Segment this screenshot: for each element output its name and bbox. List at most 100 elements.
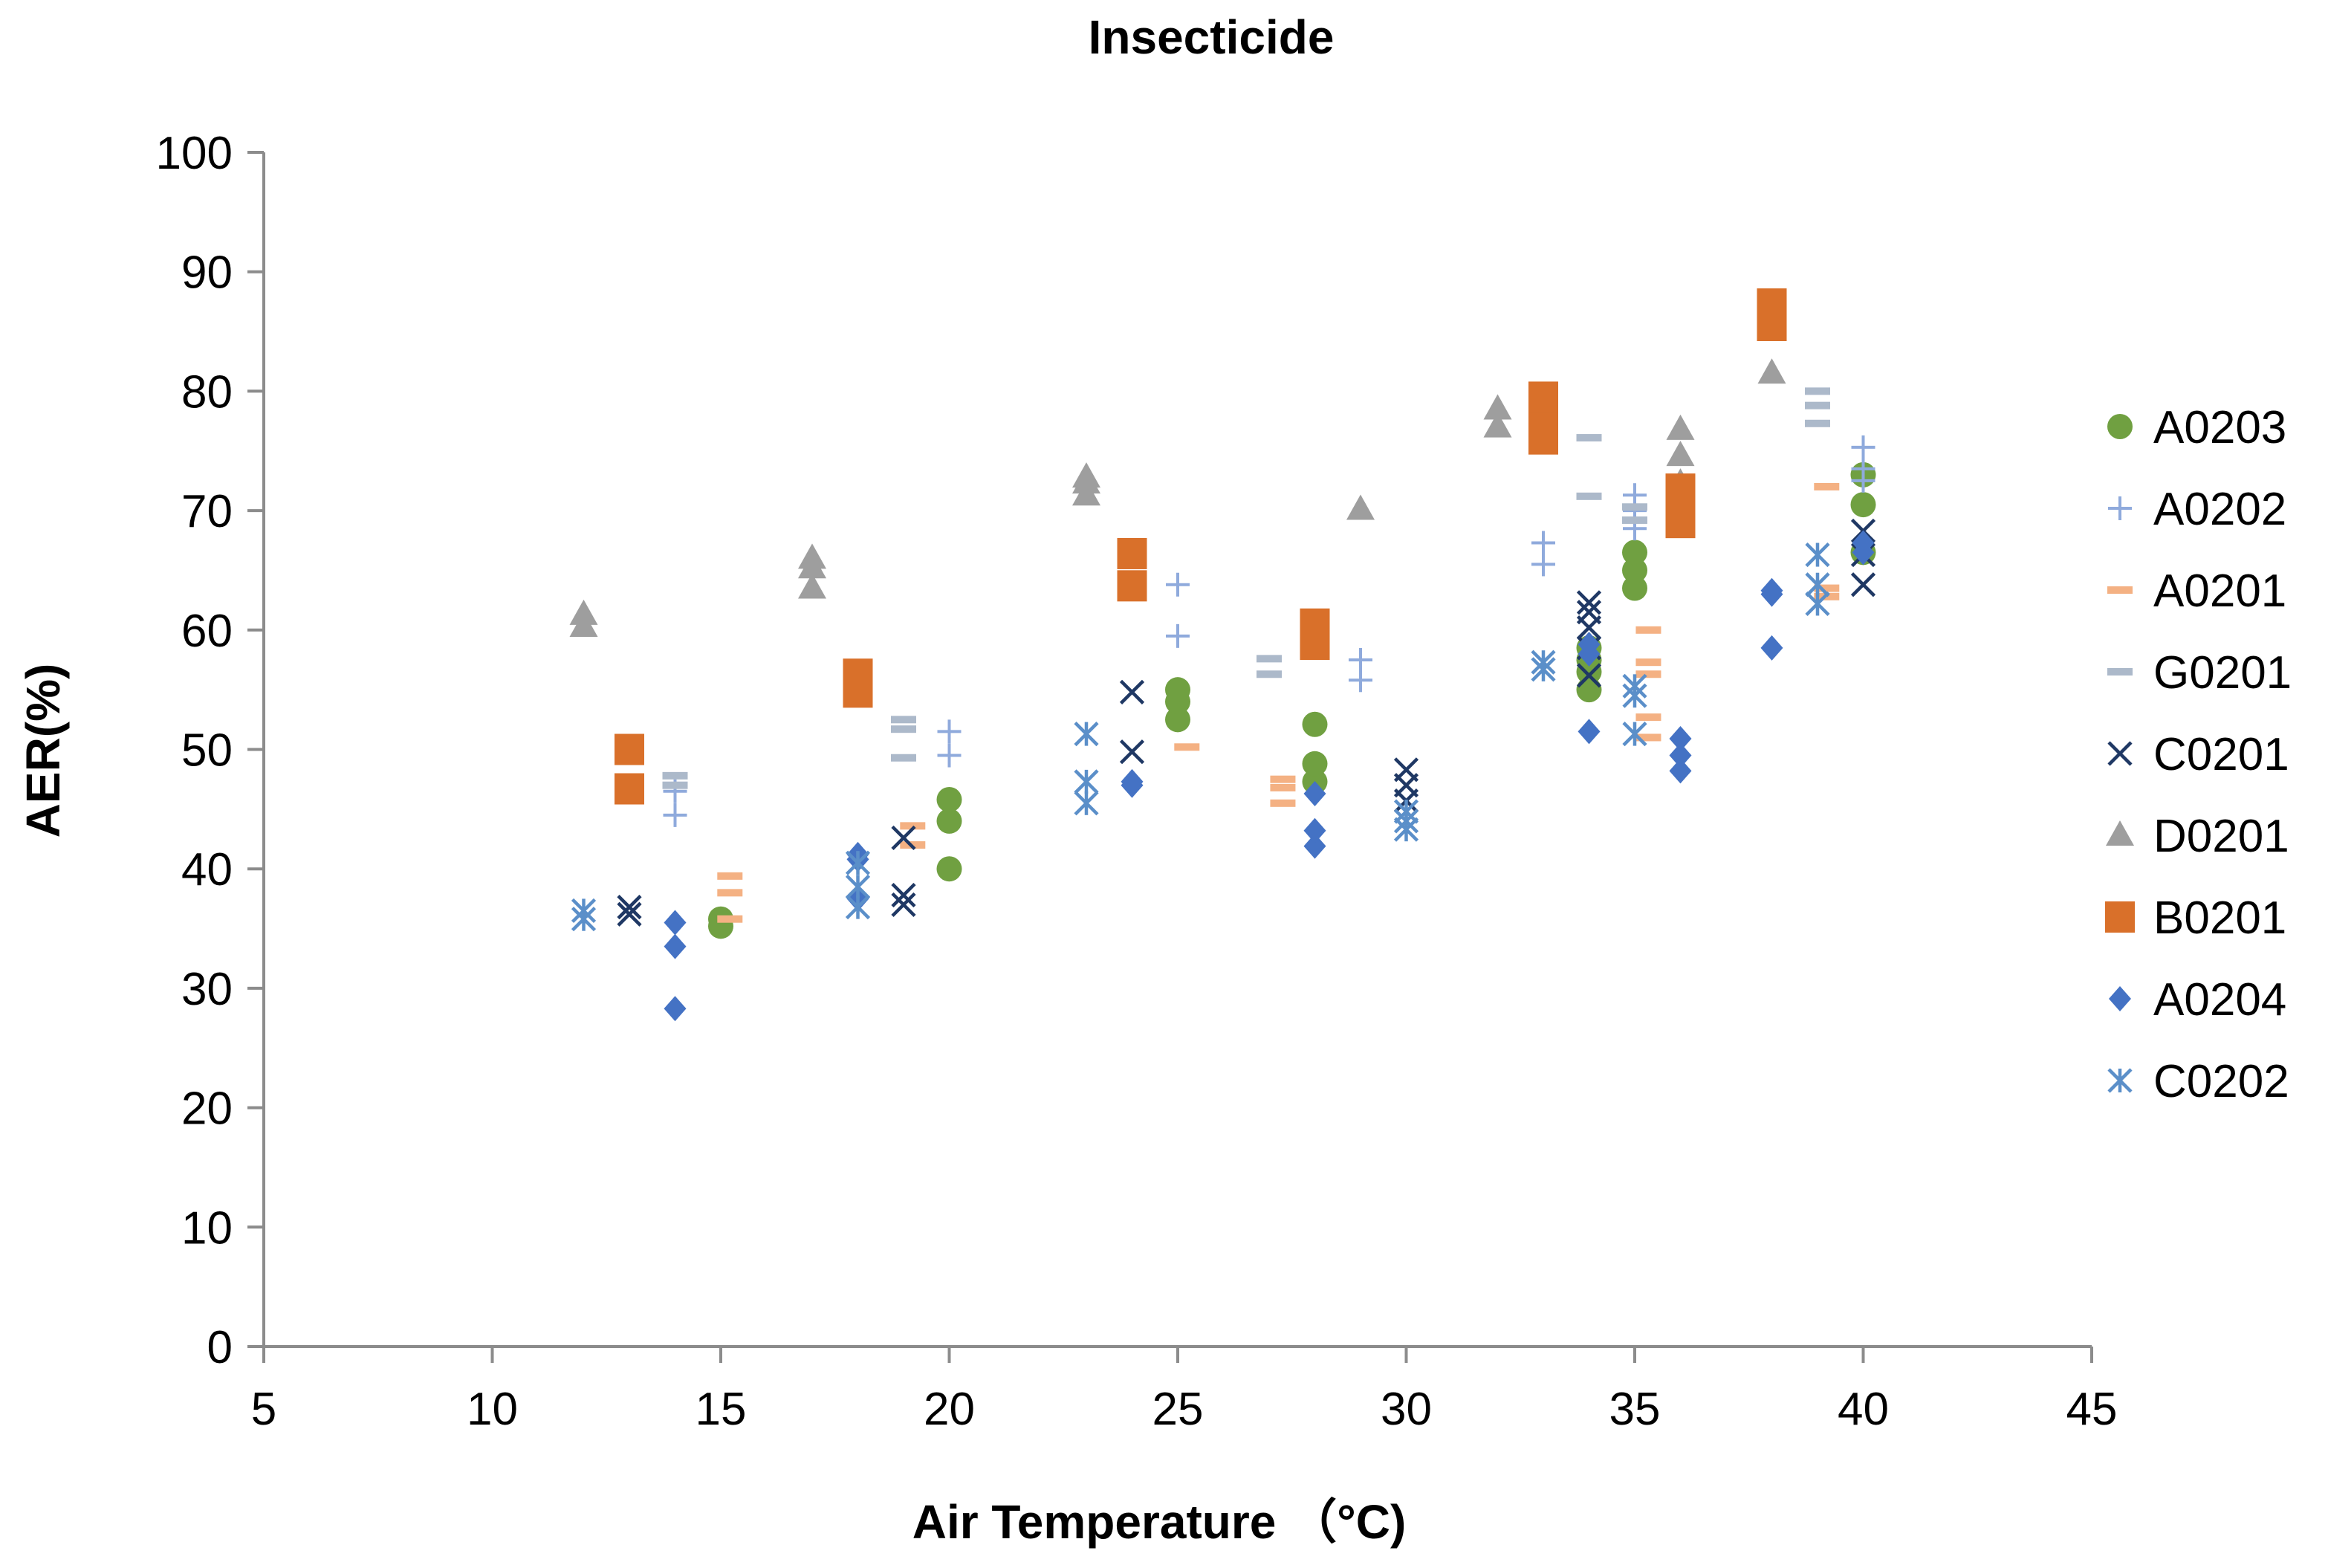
x-tick-label: 20 [924, 1384, 975, 1435]
data-point [1165, 707, 1190, 733]
data-point [900, 822, 926, 830]
data-point [1805, 401, 1830, 409]
y-tick-label: 30 [181, 964, 233, 1015]
series-A0201 [717, 482, 1840, 923]
data-point [1300, 608, 1330, 640]
y-tick-label: 0 [207, 1322, 233, 1373]
data-point [1760, 577, 1783, 603]
data-point [1622, 673, 1647, 699]
data-point [1623, 483, 1647, 508]
data-point [891, 754, 916, 762]
data-point [1578, 632, 1601, 658]
data-point [1117, 570, 1147, 602]
data-point [1117, 537, 1147, 569]
legend-label: A0204 [2153, 974, 2286, 1026]
data-point [891, 725, 916, 733]
data-point [663, 803, 687, 827]
legend-item: G0201 [2107, 647, 2292, 699]
data-point [1814, 584, 1840, 592]
data-point [1666, 441, 1695, 467]
x-tick-label: 40 [1838, 1384, 1889, 1435]
data-point [1302, 751, 1328, 777]
data-point [1393, 757, 1419, 783]
series-D0201 [569, 358, 1786, 637]
data-point [615, 773, 644, 805]
legend-marker [2107, 741, 2133, 766]
series-A0204 [664, 530, 1875, 1022]
data-point [891, 892, 916, 918]
data-point [936, 786, 962, 812]
data-point [891, 825, 916, 851]
x-tick-label: 10 [467, 1384, 518, 1435]
data-point [1622, 575, 1647, 601]
data-point [1852, 530, 1875, 556]
data-point [1814, 482, 1840, 490]
legend-label: A0202 [2153, 484, 2286, 535]
data-point [1576, 600, 1602, 625]
legend-marker [2106, 820, 2134, 846]
legend-item: A0202 [2108, 484, 2286, 535]
data-point [1851, 456, 1875, 481]
legend-label: C0201 [2153, 729, 2289, 780]
data-point [845, 874, 871, 899]
data-point [843, 658, 873, 690]
data-point [1346, 494, 1375, 520]
data-point [664, 910, 687, 936]
data-point [1622, 503, 1647, 511]
legend-item: B0201 [2105, 892, 2286, 944]
data-point [891, 882, 916, 908]
data-point [717, 889, 743, 897]
data-point [1270, 783, 1296, 791]
data-point [1635, 670, 1661, 678]
data-point [664, 933, 687, 959]
x-tick-label: 15 [696, 1384, 747, 1435]
data-point [617, 895, 642, 920]
legend-item: D0201 [2106, 811, 2289, 862]
y-tick-label: 90 [181, 247, 233, 299]
y-tick-label: 50 [181, 725, 233, 777]
x-tick-label: 35 [1609, 1384, 1661, 1435]
data-point [1576, 663, 1602, 688]
data-point [1666, 414, 1695, 440]
data-point [1635, 713, 1661, 722]
legend-label: D0201 [2153, 811, 2289, 862]
data-point [937, 719, 962, 744]
data-point [1302, 711, 1328, 737]
data-point [1805, 542, 1830, 568]
data-point [1805, 572, 1830, 597]
data-point [1483, 412, 1512, 438]
legend-marker [2107, 586, 2133, 594]
data-point [1174, 743, 1200, 751]
legend: A0203 A0202 A0201 G0201 C0201 D0201 B0201 A0204… [2105, 402, 2292, 1107]
data-point [1635, 626, 1661, 634]
data-point [1303, 817, 1326, 843]
data-point [1851, 435, 1875, 459]
data-point [936, 808, 962, 834]
y-axis-label: AER(%) [16, 664, 70, 838]
x-tick-label: 5 [251, 1384, 276, 1435]
series-G0201 [662, 387, 1830, 789]
legend-marker [2107, 414, 2133, 439]
data-point [1303, 833, 1326, 859]
data-point [1531, 649, 1556, 675]
data-point [1072, 462, 1100, 488]
legend-label: A0203 [2153, 402, 2286, 453]
data-point [1074, 722, 1099, 747]
data-point [1635, 733, 1661, 742]
data-point [1483, 394, 1512, 420]
data-points [569, 288, 1876, 1022]
data-point [717, 915, 743, 923]
y-tick-label: 100 [156, 128, 233, 179]
x-tick-label: 30 [1381, 1384, 1432, 1435]
legend-marker [2109, 986, 2131, 1011]
data-point [1119, 679, 1145, 704]
data-point [662, 781, 688, 789]
legend-label: A0201 [2153, 566, 2286, 617]
data-point [1578, 719, 1601, 745]
legend-label: G0201 [2153, 647, 2292, 699]
data-point [1121, 768, 1144, 794]
data-point [1669, 726, 1692, 752]
data-point [891, 716, 916, 724]
data-point [1576, 590, 1602, 615]
series-C0201 [617, 518, 1876, 927]
